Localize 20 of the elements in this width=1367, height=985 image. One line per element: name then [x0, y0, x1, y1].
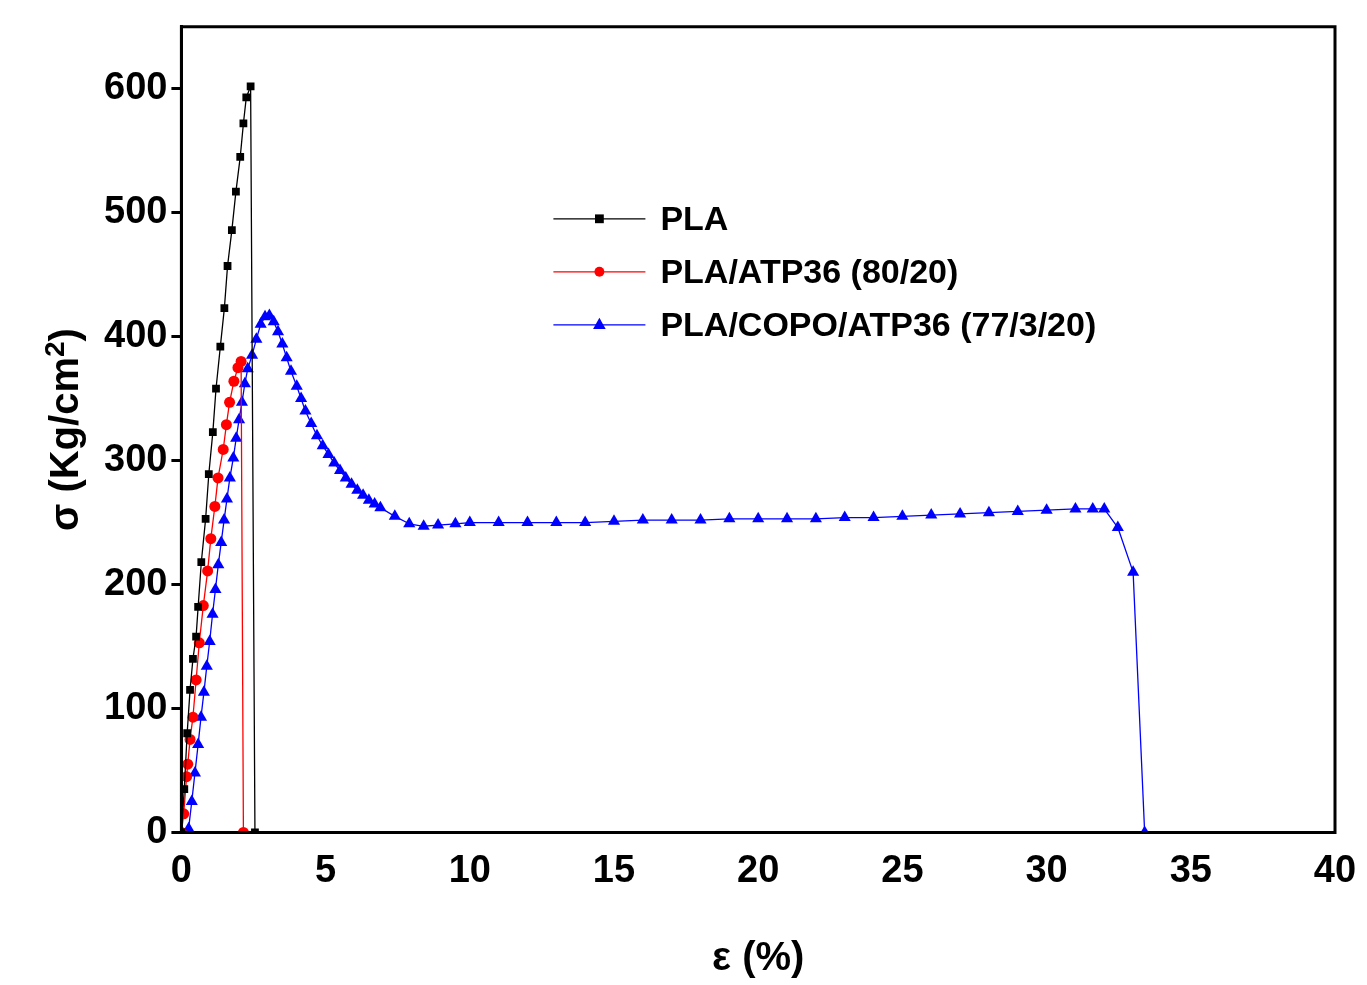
legend-label: PLA	[660, 199, 729, 238]
y-tick-label: 300	[104, 437, 168, 480]
legend-label: PLA/ATP36 (80/20)	[660, 252, 959, 291]
x-tick-label: 10	[448, 847, 491, 890]
x-tick-label: 30	[1025, 847, 1068, 890]
x-tick-label: 35	[1169, 847, 1212, 890]
x-axis-title: ε (%)	[712, 934, 805, 978]
y-tick-label: 500	[104, 189, 168, 232]
x-tick-label: 25	[881, 847, 924, 890]
x-tick-label: 15	[592, 847, 636, 890]
x-tick-label: 5	[315, 847, 337, 890]
x-tick-label: 40	[1313, 847, 1357, 890]
legend-label: PLA/COPO/ATP36 (77/3/20)	[660, 305, 1097, 344]
y-tick-label: 100	[104, 684, 168, 727]
y-tick-label: 400	[104, 313, 168, 356]
x-tick-label: 20	[737, 847, 780, 890]
y-tick-label: 600	[104, 65, 168, 108]
y-tick-label: 200	[104, 561, 168, 604]
y-tick-label: 0	[146, 808, 168, 851]
y-axis-title: σ (Kg/cm2)	[39, 328, 86, 532]
